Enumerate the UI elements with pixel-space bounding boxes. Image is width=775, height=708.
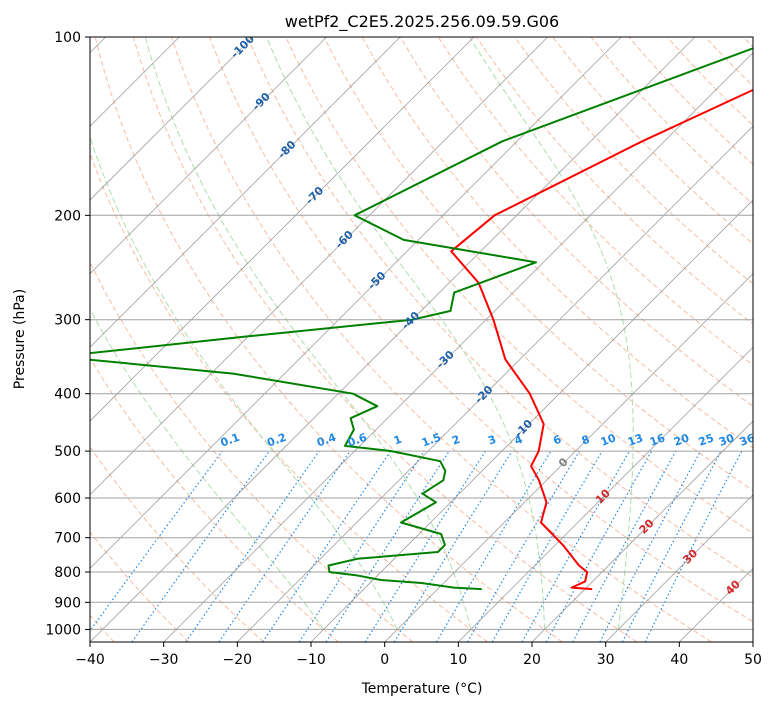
isotherm [605,494,753,642]
series-line-0 [450,88,753,591]
mixing-ratio-label: 6 [551,433,563,448]
series-layer [90,47,753,591]
mixing-ratio-line [218,450,351,642]
mixing-ratio-line [393,450,513,642]
x-tick-label: 50 [744,652,762,668]
isotherm [384,273,753,642]
dry-adiabat [552,37,753,245]
mixing-ratio-label: 0.6 [346,431,369,450]
isotherm [90,37,696,642]
isotherm [90,37,327,275]
isotherm [90,37,622,569]
x-tick-label: 20 [523,652,541,668]
mixing-ratio-label: 1.5 [420,431,443,450]
mixing-ratio-label: 20 [672,431,691,449]
background-lines [90,37,753,642]
mixing-ratio-label: 4 [513,433,525,448]
mixing-ratio-label: 3 [486,433,498,448]
mixing-ratio-label: 10 [599,431,618,449]
isotherm [310,199,753,642]
dry-adiabat [90,152,488,642]
isotherm [237,125,753,642]
dry-adiabat [628,37,753,166]
mixing-ratio-line [262,450,392,642]
dry-adiabat [90,531,190,642]
isotherm [90,37,254,201]
x-tick-label: −10 [296,652,326,668]
mixing-ratio-label: 36 [738,431,757,449]
x-axis: −40 −30 −20 −10 0 10 20 30 40 50 [75,642,762,668]
mixing-ratio-line [572,450,677,642]
chart-title: wetPf2_C2E5.2025.256.09.59.G06 [285,12,559,32]
mixing-ratio-line [185,450,320,642]
mixing-ratio-line [521,450,631,642]
dry-adiabat [247,37,753,578]
dry-adiabat [209,37,753,623]
y-tick-label: 1000 [45,622,81,638]
mixing-ratio-label: 0.2 [265,431,288,450]
mixing-ratio-line [90,450,223,632]
x-tick-label: 10 [449,652,467,668]
mixing-ratio-label: 8 [580,433,592,448]
mixing-ratio-label: 30 [717,431,736,449]
y-tick-label: 900 [54,595,81,611]
dry-adiabat [361,37,753,449]
y-axis-label: Pressure (hPa) [12,289,28,389]
x-axis-label: Temperature (°C) [361,681,483,697]
mixing-ratio-label: 13 [626,431,645,448]
mixing-ratio-label: 2 [450,433,462,448]
y-axis: 100 200 300 400 500 600 700 800 900 1000 [45,30,90,638]
mixing-ratio-label: 0.4 [315,431,338,450]
mixing-ratio-line [545,450,653,642]
mixing-ratio-line [644,450,743,642]
y-tick-label: 300 [54,313,81,329]
mixing-ratio-line [325,450,450,642]
moist-adiabat [90,135,398,630]
mixing-ratio-label: 0.1 [219,431,242,450]
x-tick-label: 30 [597,652,615,668]
x-tick-label: 40 [670,652,688,668]
y-tick-label: 600 [54,491,81,507]
y-tick-label: 200 [54,208,81,224]
mixing-ratio-line [298,450,425,642]
moist-adiabat [469,37,634,630]
dry-adiabat [171,37,712,642]
y-tick-label: 500 [54,444,81,460]
mixing-ratio-line [131,450,270,642]
isotherm [163,52,753,642]
mixing-ratio-label: 25 [697,431,716,448]
y-tick-label: 100 [54,30,81,46]
series-line-1 [90,47,753,591]
isotherm [531,420,753,642]
x-tick-label: −30 [149,652,179,668]
isotherm [90,37,401,348]
isotherm [90,37,548,496]
mixing-ratio-label: 1 [392,433,404,448]
x-tick-label: 0 [380,652,389,668]
y-tick-label: 400 [54,387,81,403]
mixing-ratio-label: 16 [648,431,667,449]
y-tick-label: 700 [54,531,81,547]
dry-adiabat [132,37,638,642]
dry-adiabat [437,37,753,366]
dry-adiabat [90,260,414,642]
x-tick-label: −20 [223,652,253,668]
plot-frame [89,36,754,643]
dry-adiabat [514,37,753,285]
x-tick-label: −40 [75,652,105,668]
pressure-gridlines [90,37,753,630]
y-tick-label: 800 [54,565,81,581]
isotherm [90,37,475,422]
dry-adiabat [399,37,753,407]
moist-adiabat [266,37,546,630]
